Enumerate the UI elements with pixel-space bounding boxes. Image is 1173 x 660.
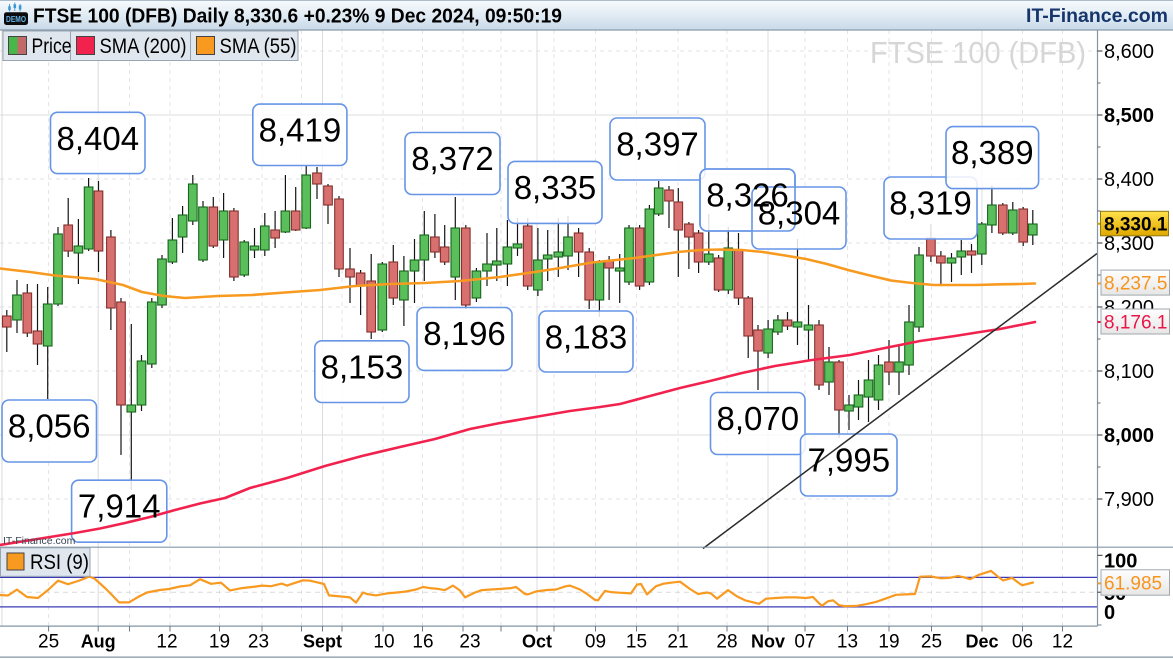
svg-text:28: 28 — [716, 632, 737, 653]
svg-text:8,335: 8,335 — [514, 169, 597, 206]
svg-text:07: 07 — [794, 632, 815, 653]
svg-text:8,000: 8,000 — [1104, 425, 1154, 447]
svg-text:8,183: 8,183 — [545, 319, 628, 356]
svg-text:Oct: Oct — [522, 632, 552, 652]
svg-text:8,070: 8,070 — [717, 400, 800, 437]
svg-text:8,400: 8,400 — [1104, 169, 1154, 191]
svg-text:21: 21 — [667, 632, 688, 653]
svg-text:8,153: 8,153 — [321, 348, 404, 385]
svg-text:Nov: Nov — [751, 632, 785, 652]
svg-text:8,300: 8,300 — [1104, 233, 1154, 255]
svg-text:Sept: Sept — [303, 632, 342, 652]
svg-text:8,419: 8,419 — [259, 112, 342, 149]
svg-text:8,330.1: 8,330.1 — [1104, 215, 1168, 236]
svg-text:25: 25 — [921, 632, 942, 653]
svg-text:16: 16 — [412, 632, 433, 653]
svg-text:Aug: Aug — [81, 632, 116, 652]
svg-text:8,372: 8,372 — [411, 140, 494, 177]
svg-text:Dec: Dec — [965, 632, 998, 652]
svg-text:DEMO: DEMO — [6, 14, 26, 24]
svg-text:8,326: 8,326 — [706, 177, 789, 214]
svg-text:8,389: 8,389 — [951, 134, 1034, 171]
svg-text:61.985: 61.985 — [1104, 574, 1162, 595]
svg-text:13: 13 — [837, 632, 858, 653]
svg-text:8,100: 8,100 — [1104, 361, 1154, 383]
svg-text:0: 0 — [1104, 602, 1115, 624]
svg-text:8,397: 8,397 — [616, 126, 699, 163]
svg-text:IT-Finance.com: IT-Finance.com — [3, 535, 76, 547]
svg-text:7,900: 7,900 — [1104, 489, 1154, 511]
svg-text:10: 10 — [373, 632, 394, 653]
svg-text:8,500: 8,500 — [1104, 105, 1154, 127]
svg-text:7,995: 7,995 — [808, 442, 891, 479]
svg-text:12: 12 — [1052, 632, 1073, 653]
svg-text:19: 19 — [209, 632, 230, 653]
svg-text:25: 25 — [38, 632, 59, 653]
svg-text:RSI (9): RSI (9) — [30, 551, 89, 574]
svg-text:FTSE 100 (DFB) Daily 8,330.6 +: FTSE 100 (DFB) Daily 8,330.6 +0.23% 9 De… — [33, 6, 562, 28]
svg-text:SMA (200): SMA (200) — [100, 35, 187, 58]
svg-text:15: 15 — [626, 632, 647, 653]
svg-text:8,237.5: 8,237.5 — [1104, 274, 1167, 295]
svg-text:SMA (55): SMA (55) — [220, 35, 297, 58]
svg-text:06: 06 — [1012, 632, 1033, 653]
svg-text:19: 19 — [878, 632, 899, 653]
svg-text:Price: Price — [32, 35, 72, 58]
svg-text:8,304: 8,304 — [758, 195, 841, 232]
svg-text:8,196: 8,196 — [423, 315, 506, 352]
svg-text:8,404: 8,404 — [57, 120, 140, 157]
svg-text:7,914: 7,914 — [78, 488, 161, 525]
svg-text:8,056: 8,056 — [8, 408, 91, 445]
svg-text:09: 09 — [585, 632, 606, 653]
svg-text:IT-Finance.com: IT-Finance.com — [1026, 5, 1168, 27]
svg-text:8,600: 8,600 — [1104, 41, 1154, 63]
svg-text:8,319: 8,319 — [889, 185, 972, 222]
svg-text:23: 23 — [459, 632, 480, 653]
svg-text:100: 100 — [1104, 551, 1137, 573]
svg-text:12: 12 — [156, 632, 177, 653]
svg-text:8,176.1: 8,176.1 — [1104, 313, 1167, 334]
svg-text:23: 23 — [248, 632, 269, 653]
svg-text:FTSE 100 (DFB): FTSE 100 (DFB) — [870, 36, 1086, 70]
